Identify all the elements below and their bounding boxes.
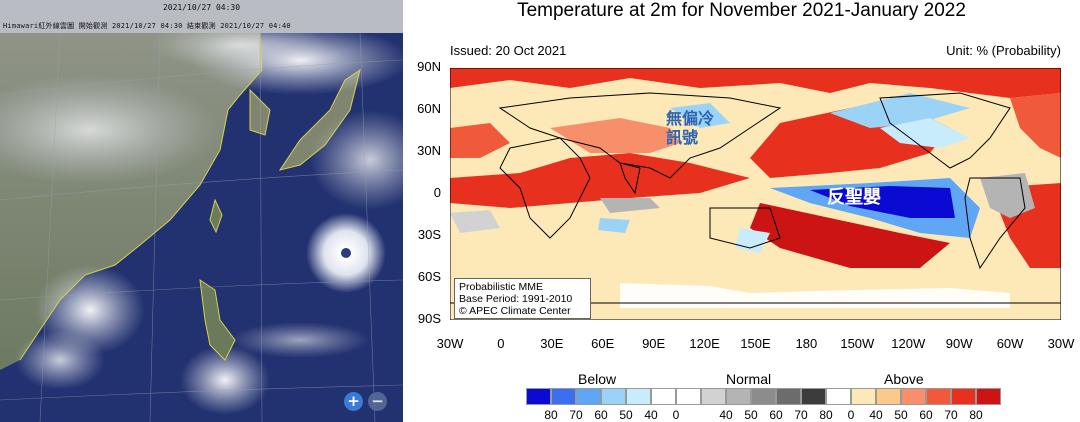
legend-number: 40 xyxy=(644,408,658,422)
legend-swatch xyxy=(876,388,901,405)
la-nina-annotation: 反聖嬰 xyxy=(827,187,881,208)
legend-below-label: Below xyxy=(578,371,617,387)
legend-number: 60 xyxy=(594,408,608,422)
longitude-label: 120E xyxy=(689,336,720,351)
legend-number: 50 xyxy=(619,408,633,422)
longitude-label: 60W xyxy=(996,336,1024,351)
note-line-1: Probabilistic MME xyxy=(459,281,544,293)
satellite-timestamp: 2021/10/27 04:30 xyxy=(162,3,241,12)
longitude-label: 90W xyxy=(945,336,973,351)
satellite-image xyxy=(0,0,403,422)
satellite-observation-line: Himawari紅外線雲圖 開始觀測 2021/10/27 04:30 結束觀測… xyxy=(3,22,291,30)
forecast-title: Temperature at 2m for November 2021-Janu… xyxy=(517,0,966,21)
legend-swatch xyxy=(576,388,601,405)
below-normal-areas xyxy=(598,93,980,253)
legend-swatch xyxy=(751,388,776,405)
satellite-header: 2021/10/27 04:30 Himawari紅外線雲圖 開始觀測 2021… xyxy=(0,0,403,33)
latitude-label: 90N xyxy=(417,59,441,74)
legend-number: 70 xyxy=(944,408,958,422)
legend-number: 70 xyxy=(794,408,808,422)
legend-swatch xyxy=(901,388,926,405)
legend-swatch xyxy=(826,388,851,405)
note-line-2: Base Period: 1991-2010 xyxy=(459,293,573,305)
legend-swatch xyxy=(676,388,701,405)
legend-swatch xyxy=(626,388,651,405)
legend-swatch xyxy=(601,388,626,405)
longitude-label: 90E xyxy=(642,336,666,351)
no-cold-signal-annotation: 無偏冷 訊號 xyxy=(666,109,715,147)
legend-number: 80 xyxy=(969,408,983,422)
zoom-in-button[interactable]: + xyxy=(344,392,363,411)
legend-swatch xyxy=(976,388,1001,405)
longitude-label: 150E xyxy=(740,336,771,351)
latitude-label: 60N xyxy=(417,101,441,116)
legend-number: 40 xyxy=(869,408,883,422)
zoom-out-button[interactable]: − xyxy=(368,392,387,411)
probability-map xyxy=(450,68,1061,320)
legend-number: 40 xyxy=(719,408,733,422)
legend-swatch xyxy=(551,388,576,405)
legend-above-label: Above xyxy=(884,371,924,387)
legend-number: 50 xyxy=(744,408,758,422)
legend-swatch xyxy=(801,388,826,405)
latitude-label: 90S xyxy=(417,311,441,326)
legend-swatch xyxy=(701,388,726,405)
legend-number: 80 xyxy=(544,408,558,422)
legend-swatch xyxy=(951,388,976,405)
longitude-label: 120W xyxy=(891,336,926,351)
legend-number: 80 xyxy=(819,408,833,422)
longitude-label: 180 xyxy=(795,336,818,351)
latitude-label: 60S xyxy=(417,269,441,284)
legend-number: 50 xyxy=(894,408,908,422)
longitude-label: 0 xyxy=(497,336,505,351)
longitude-label: 60E xyxy=(591,336,615,351)
legend-number: 70 xyxy=(569,408,583,422)
legend-swatch xyxy=(776,388,801,405)
legend-number: 0 xyxy=(847,408,855,422)
note-line-3: © APEC Climate Center xyxy=(459,305,571,317)
latitude-label: 30N xyxy=(417,143,441,158)
legend-swatch xyxy=(526,388,551,405)
legend-normal-label: Normal xyxy=(726,371,772,387)
legend-swatch xyxy=(851,388,876,405)
satellite-image-panel: 2021/10/27 04:30 Himawari紅外線雲圖 開始觀測 2021… xyxy=(0,0,403,422)
legend-swatch xyxy=(726,388,751,405)
longitude-label: 150W xyxy=(840,336,875,351)
above-normal-areas xyxy=(450,68,1061,268)
latitude-label: 30S xyxy=(417,227,441,242)
legend-number: 60 xyxy=(769,408,783,422)
issued-date: Issued: 20 Oct 2021 xyxy=(450,43,567,58)
method-note-box: Probabilistic MME Base Period: 1991-2010… xyxy=(454,278,591,319)
longitude-label: 30E xyxy=(540,336,564,351)
forecast-panel: Temperature at 2m for November 2021-Janu… xyxy=(403,0,1080,422)
legend-number: 0 xyxy=(672,408,680,422)
longitude-label: 30W xyxy=(436,336,464,351)
unit-label: Unit: % (Probability) xyxy=(946,43,1061,58)
legend-swatch xyxy=(926,388,951,405)
legend-number: 60 xyxy=(919,408,933,422)
longitude-label: 30W xyxy=(1047,336,1075,351)
latitude-label: 0 xyxy=(433,185,441,200)
legend-swatch xyxy=(651,388,676,405)
